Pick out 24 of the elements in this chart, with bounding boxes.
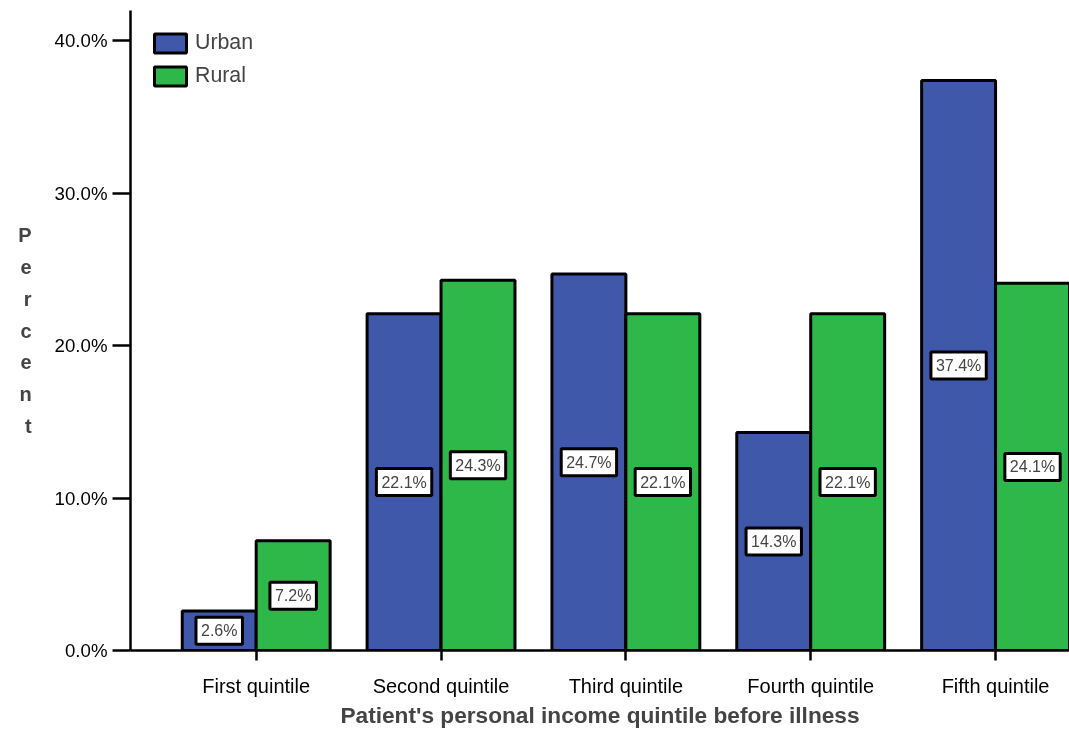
y-tick-label: 10.0%	[54, 487, 108, 509]
y-tick-label: 20.0%	[54, 335, 108, 357]
data-label: 24.7%	[566, 453, 612, 471]
x-axis-title: Patient's personal income quintile before illness	[340, 701, 860, 728]
y-tick-label: 0.0%	[64, 640, 108, 661]
y-tick-label: 40.0%	[54, 30, 108, 52]
data-label: 24.3%	[455, 456, 501, 474]
x-tick-label: First quintile	[202, 674, 311, 697]
data-label: 14.3%	[751, 533, 797, 551]
x-tick-label: Fifth quintile	[941, 674, 1050, 697]
x-tick-label: Third quintile	[568, 674, 684, 697]
data-label: 22.1%	[825, 473, 871, 491]
data-label: 2.6%	[200, 622, 238, 640]
data-label: 24.1%	[1009, 458, 1056, 476]
legend-label: Urban	[195, 30, 254, 55]
data-label: 37.4%	[935, 357, 982, 375]
data-label: 22.1%	[640, 473, 686, 491]
x-tick-label: Fourth quintile	[747, 674, 875, 697]
data-label: 7.2%	[274, 587, 312, 605]
y-axis-title: Percent	[18, 223, 32, 438]
x-tick-label: Second quintile	[372, 674, 510, 697]
legend-label: Rural	[195, 63, 246, 88]
data-label: 22.1%	[381, 473, 427, 491]
y-tick-label: 30.0%	[54, 182, 108, 204]
